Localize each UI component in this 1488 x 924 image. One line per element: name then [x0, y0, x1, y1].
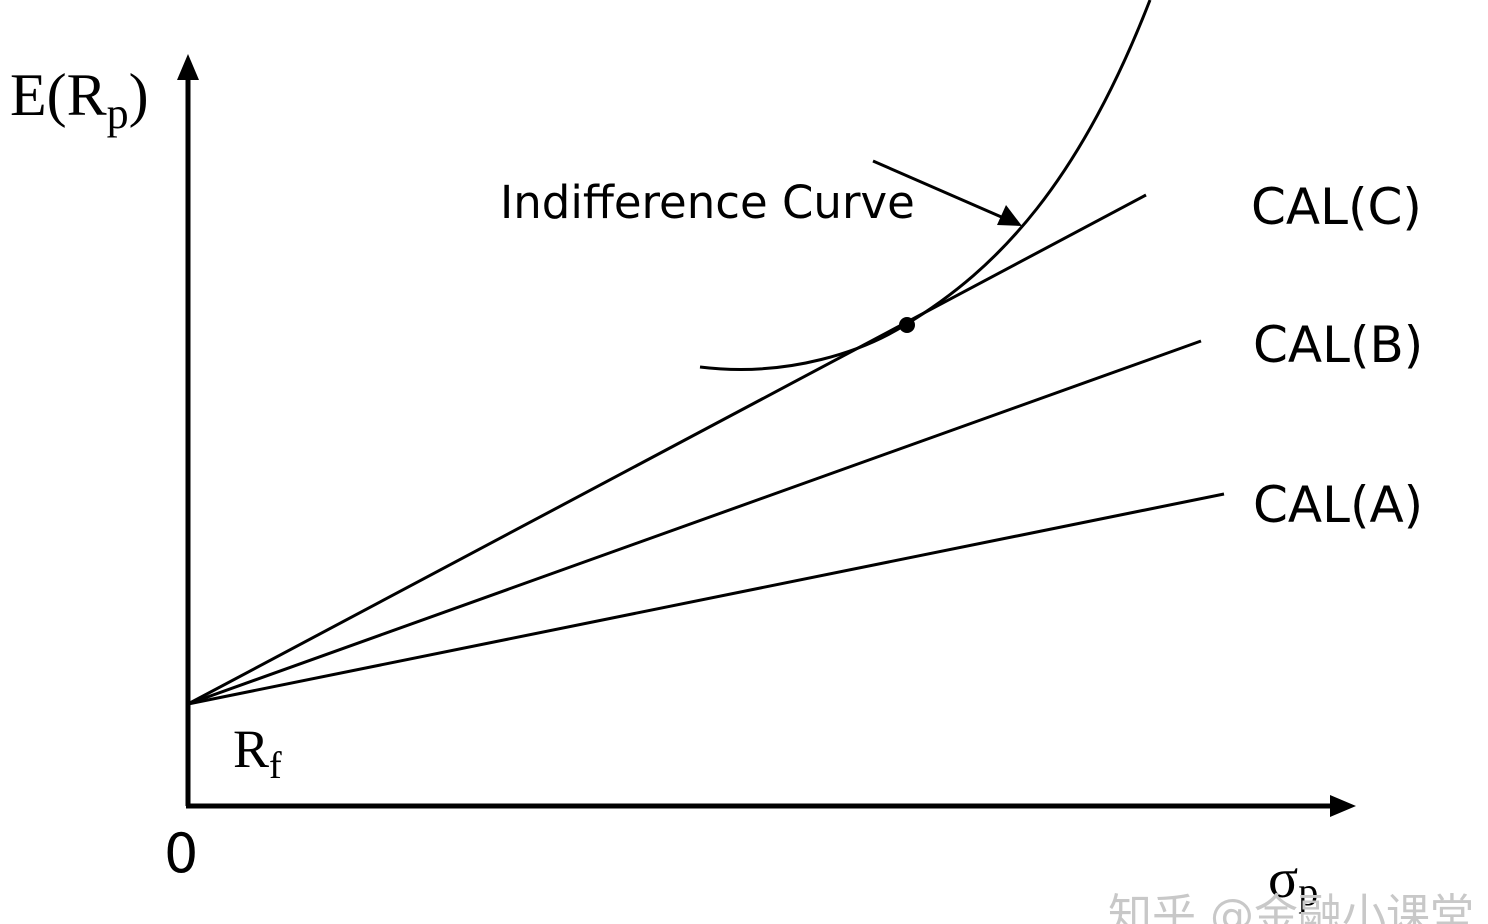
x-axis-label: σp	[1268, 848, 1318, 914]
indifference-curve	[699, 0, 1152, 371]
y-axis-label: E(Rp)	[10, 62, 149, 138]
watermark: 知乎 @金融小课堂	[1108, 890, 1474, 924]
y-axis-arrowhead	[177, 54, 199, 80]
y-axis-label-sub: p	[107, 89, 129, 138]
x-axis-label-sub: p	[1298, 869, 1318, 914]
cal-a-label: CAL(A)	[1253, 476, 1423, 534]
tangency-point	[899, 317, 915, 333]
rf-label-sub: f	[269, 745, 282, 787]
curve-pointer-arrowhead	[997, 205, 1022, 226]
cal-a-line	[187, 492, 1225, 706]
origin-label: 0	[164, 822, 198, 885]
cal-c-line	[187, 193, 1147, 706]
curve-pointer-arrow	[872, 159, 1007, 221]
x-axis-arrowhead	[1330, 795, 1356, 817]
cal-b-label: CAL(B)	[1253, 316, 1423, 374]
rf-label: Rf	[233, 719, 282, 787]
cal-c-label: CAL(C)	[1251, 178, 1422, 236]
indifference-curve-label: Indifference Curve	[500, 176, 915, 229]
cal-b-line	[187, 339, 1202, 706]
